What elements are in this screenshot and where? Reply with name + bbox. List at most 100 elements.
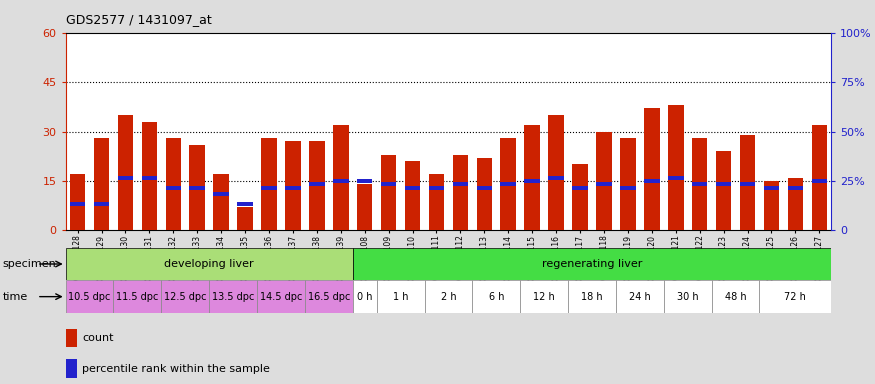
Bar <box>500 138 516 230</box>
Text: 24 h: 24 h <box>629 291 651 302</box>
Bar <box>117 176 133 180</box>
Bar <box>405 161 420 230</box>
Bar <box>788 178 803 230</box>
Bar <box>521 280 568 313</box>
Bar <box>165 138 181 230</box>
Bar <box>117 115 133 230</box>
Text: developing liver: developing liver <box>164 259 254 269</box>
Bar <box>142 122 158 230</box>
Bar <box>739 135 755 230</box>
Bar <box>477 158 492 230</box>
Text: regenerating liver: regenerating liver <box>542 259 642 269</box>
Bar <box>644 179 660 183</box>
Bar <box>764 185 780 190</box>
Bar <box>739 182 755 186</box>
Bar <box>811 125 827 230</box>
Bar <box>620 185 635 190</box>
Bar <box>214 174 229 230</box>
Bar <box>285 185 301 190</box>
Bar <box>285 141 301 230</box>
Bar <box>572 185 588 190</box>
Bar <box>764 181 780 230</box>
Bar <box>477 185 492 190</box>
Bar <box>353 280 376 313</box>
Bar <box>664 280 711 313</box>
Bar <box>257 280 304 313</box>
Bar <box>94 138 109 230</box>
Bar <box>524 179 540 183</box>
Bar <box>788 185 803 190</box>
Bar <box>668 176 683 180</box>
Bar <box>66 359 77 378</box>
Bar <box>190 145 205 230</box>
Bar <box>500 182 516 186</box>
Bar <box>214 192 229 196</box>
Bar <box>309 141 325 230</box>
Bar <box>381 182 396 186</box>
Text: 1 h: 1 h <box>393 291 409 302</box>
Bar <box>524 125 540 230</box>
Bar <box>452 182 468 186</box>
Text: 6 h: 6 h <box>488 291 504 302</box>
Bar <box>209 280 257 313</box>
Text: 18 h: 18 h <box>581 291 603 302</box>
Bar <box>692 182 707 186</box>
Text: 11.5 dpc: 11.5 dpc <box>116 291 158 302</box>
Bar <box>596 131 612 230</box>
Text: 12 h: 12 h <box>533 291 555 302</box>
Bar <box>376 280 424 313</box>
Bar <box>353 248 831 280</box>
Bar <box>161 280 209 313</box>
Bar <box>70 202 86 206</box>
Text: GDS2577 / 1431097_at: GDS2577 / 1431097_at <box>66 13 212 26</box>
Text: 12.5 dpc: 12.5 dpc <box>164 291 206 302</box>
Bar <box>381 155 396 230</box>
Text: percentile rank within the sample: percentile rank within the sample <box>82 364 270 374</box>
Bar <box>424 280 473 313</box>
Text: 48 h: 48 h <box>724 291 746 302</box>
Text: 16.5 dpc: 16.5 dpc <box>308 291 350 302</box>
Text: count: count <box>82 333 114 343</box>
Text: 2 h: 2 h <box>441 291 456 302</box>
Bar <box>66 329 77 347</box>
Bar <box>644 108 660 230</box>
Bar <box>668 105 683 230</box>
Text: time: time <box>3 292 28 302</box>
Bar <box>142 176 158 180</box>
Bar <box>596 182 612 186</box>
Bar <box>165 185 181 190</box>
Bar <box>692 138 707 230</box>
Text: 10.5 dpc: 10.5 dpc <box>68 291 111 302</box>
Bar <box>114 280 161 313</box>
Text: specimen: specimen <box>3 259 56 269</box>
Text: 30 h: 30 h <box>677 291 698 302</box>
Bar <box>333 125 348 230</box>
Bar <box>568 280 616 313</box>
Bar <box>572 164 588 230</box>
Bar <box>716 151 732 230</box>
Bar <box>262 138 276 230</box>
Bar <box>237 202 253 206</box>
Bar <box>94 202 109 206</box>
Text: 0 h: 0 h <box>357 291 373 302</box>
Text: 14.5 dpc: 14.5 dpc <box>260 291 302 302</box>
Bar <box>616 280 664 313</box>
Bar <box>452 155 468 230</box>
Bar <box>190 185 205 190</box>
Bar <box>304 280 353 313</box>
Bar <box>549 115 564 230</box>
Bar <box>70 174 86 230</box>
Bar <box>357 184 373 230</box>
Bar <box>549 176 564 180</box>
Bar <box>429 185 444 190</box>
Bar <box>620 138 635 230</box>
Bar <box>262 185 276 190</box>
Bar <box>66 280 114 313</box>
Text: 72 h: 72 h <box>784 291 806 302</box>
Text: 13.5 dpc: 13.5 dpc <box>212 291 255 302</box>
Bar <box>357 179 373 183</box>
Bar <box>66 248 353 280</box>
Bar <box>405 185 420 190</box>
Bar <box>473 280 521 313</box>
Bar <box>716 182 732 186</box>
